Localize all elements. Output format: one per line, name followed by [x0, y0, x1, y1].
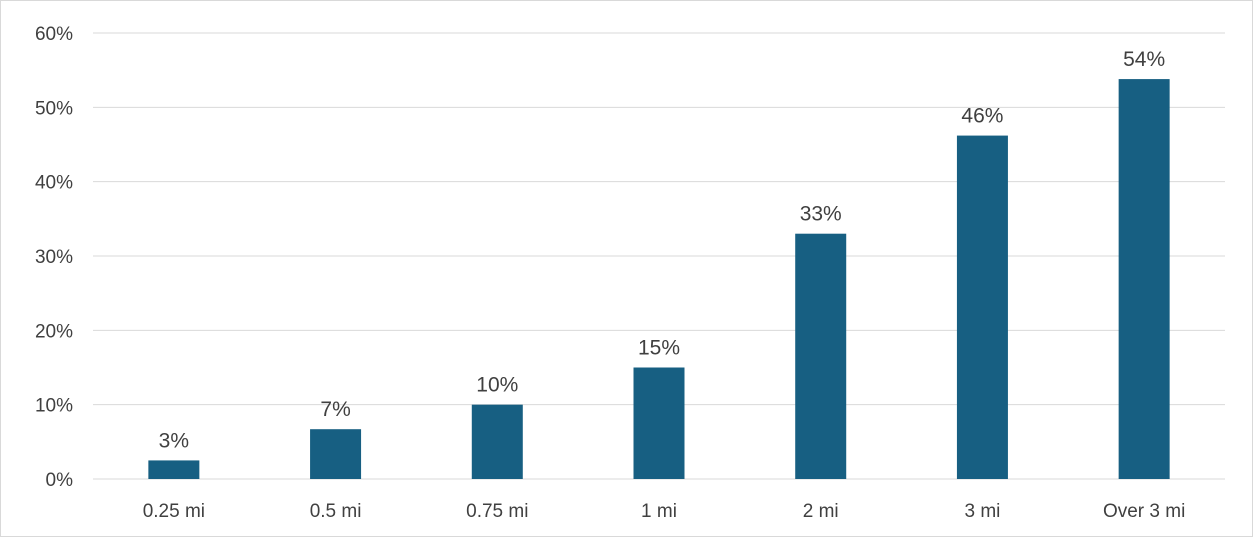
data-label: 3% [159, 429, 189, 452]
x-tick-label: 1 mi [641, 501, 677, 522]
x-tick-label: 2 mi [803, 501, 839, 522]
data-label: 10% [476, 374, 518, 397]
data-label: 33% [800, 203, 842, 226]
bar [956, 135, 1008, 479]
y-tick-label: 30% [35, 247, 73, 268]
data-label: 46% [961, 105, 1003, 128]
bar [1118, 79, 1170, 479]
bar [795, 233, 847, 479]
x-tick-label: Over 3 mi [1103, 501, 1185, 522]
y-tick-label: 60% [35, 24, 73, 45]
x-axis-tick-labels: 0.25 mi 0.5 mi 0.75 mi 1 mi 2 mi 3 mi Over 3 m… [143, 501, 1186, 522]
y-tick-label: 20% [35, 321, 73, 342]
x-tick-label: 0.5 mi [310, 501, 362, 522]
bar [310, 429, 362, 479]
data-labels: 3% 7% 10% 15% 33% 46% 54% [159, 48, 1165, 452]
bar [633, 367, 685, 479]
y-axis-tick-labels: 0% 10% 20% 30% 40% 50% 60% [35, 24, 73, 491]
y-tick-label: 0% [46, 470, 74, 491]
data-label: 7% [320, 398, 350, 421]
bar [471, 404, 523, 479]
data-label: 54% [1123, 48, 1165, 71]
bar [148, 460, 200, 479]
y-tick-label: 40% [35, 173, 73, 194]
bars [148, 79, 1170, 479]
x-tick-label: 0.25 mi [143, 501, 205, 522]
y-tick-label: 10% [35, 396, 73, 417]
y-tick-label: 50% [35, 98, 73, 119]
data-label: 15% [638, 337, 680, 360]
x-tick-label: 3 mi [964, 501, 1000, 522]
x-tick-label: 0.75 mi [466, 501, 528, 522]
gridlines [93, 32, 1225, 480]
